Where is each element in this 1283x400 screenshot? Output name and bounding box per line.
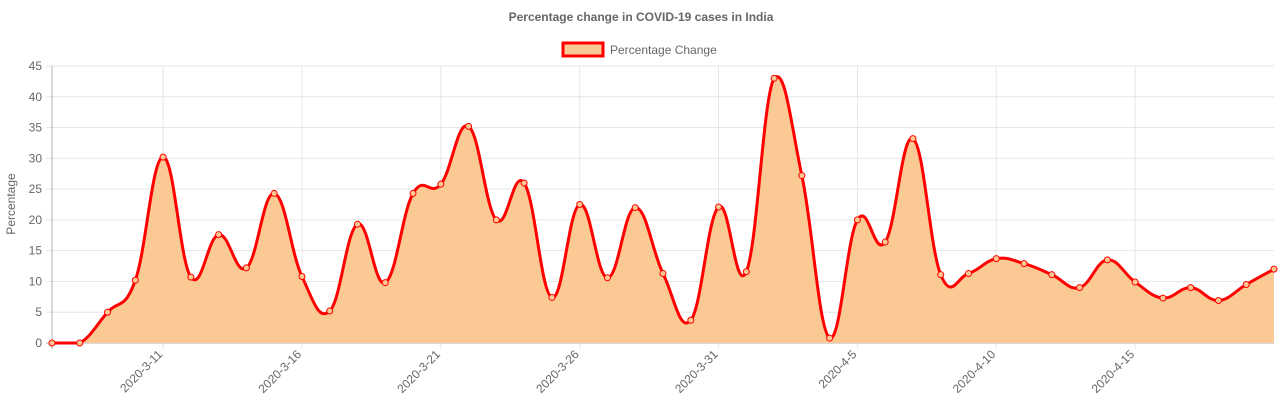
- data-point[interactable]: [770, 74, 778, 82]
- y-tick-label: 20: [29, 213, 43, 227]
- legend-swatch: [561, 41, 605, 58]
- data-point[interactable]: [520, 179, 528, 187]
- data-point[interactable]: [965, 269, 972, 277]
- data-point[interactable]: [1103, 256, 1111, 264]
- data-point[interactable]: [159, 153, 167, 161]
- data-point[interactable]: [437, 180, 445, 188]
- y-axis-title: Percentage: [4, 173, 18, 235]
- data-point[interactable]: [603, 274, 611, 282]
- data-point[interactable]: [881, 238, 889, 246]
- data-point[interactable]: [409, 189, 417, 197]
- data-point[interactable]: [270, 189, 278, 197]
- data-point[interactable]: [1159, 294, 1167, 302]
- y-tick-label: 40: [29, 90, 43, 104]
- data-point[interactable]: [242, 264, 250, 272]
- chart-title: Percentage change in COVID-19 cases in I…: [509, 10, 774, 24]
- data-point[interactable]: [1270, 265, 1278, 273]
- data-point[interactable]: [909, 135, 917, 143]
- legend[interactable]: Percentage Change: [561, 41, 717, 58]
- data-point[interactable]: [326, 307, 334, 315]
- data-point[interactable]: [548, 293, 556, 301]
- data-point[interactable]: [1187, 284, 1195, 292]
- data-point[interactable]: [48, 339, 56, 347]
- y-tick-label: 35: [29, 121, 43, 135]
- data-point[interactable]: [687, 316, 695, 324]
- x-tick-label: 2020-3-26: [533, 347, 582, 396]
- x-tick-label: 2020-3-16: [255, 347, 304, 396]
- y-tick-label: 5: [35, 305, 42, 319]
- data-point[interactable]: [465, 122, 473, 130]
- data-point[interactable]: [215, 231, 223, 239]
- data-point[interactable]: [76, 339, 84, 347]
- data-point[interactable]: [354, 220, 361, 228]
- x-tick-label: 2020-4-5: [816, 347, 860, 391]
- x-tick-label: 2020-4-10: [950, 347, 999, 396]
- data-point[interactable]: [798, 172, 806, 180]
- x-tick-label: 2020-3-21: [394, 347, 443, 396]
- data-point[interactable]: [1076, 284, 1084, 292]
- data-point[interactable]: [492, 216, 500, 224]
- y-tick-label: 45: [29, 59, 43, 73]
- data-point[interactable]: [1214, 297, 1222, 305]
- data-point[interactable]: [715, 203, 723, 211]
- data-point[interactable]: [659, 269, 667, 277]
- y-axis: 0 5 10 15 20 25 30 35 40 45: [29, 59, 43, 350]
- data-point[interactable]: [104, 308, 112, 316]
- x-axis: 2020-3-11 2020-3-16 2020-3-21 2020-3-26 2020…: [117, 347, 1137, 396]
- data-point[interactable]: [992, 255, 1000, 263]
- legend-label: Percentage Change: [610, 43, 717, 57]
- y-tick-label: 15: [29, 244, 43, 258]
- data-point[interactable]: [187, 273, 195, 281]
- y-tick-label: 0: [35, 336, 42, 350]
- data-points: [48, 74, 1278, 347]
- data-point[interactable]: [1048, 271, 1056, 279]
- data-point[interactable]: [742, 268, 750, 276]
- data-point[interactable]: [853, 216, 861, 224]
- y-tick-label: 30: [29, 151, 43, 165]
- data-point[interactable]: [1131, 278, 1139, 286]
- y-tick-label: 10: [29, 274, 43, 288]
- data-point[interactable]: [937, 271, 945, 279]
- data-point[interactable]: [298, 273, 306, 281]
- x-tick-label: 2020-3-31: [672, 347, 721, 396]
- data-point[interactable]: [576, 201, 584, 208]
- x-tick-label: 2020-3-11: [117, 347, 165, 395]
- data-point[interactable]: [631, 204, 639, 212]
- series-area: [52, 76, 1274, 344]
- data-point[interactable]: [826, 334, 834, 342]
- data-point[interactable]: [1020, 260, 1028, 268]
- data-point[interactable]: [381, 279, 389, 287]
- data-point[interactable]: [1242, 281, 1250, 289]
- data-point[interactable]: [131, 276, 139, 284]
- y-tick-label: 25: [29, 182, 43, 196]
- x-tick-label: 2020-4-15: [1089, 347, 1138, 396]
